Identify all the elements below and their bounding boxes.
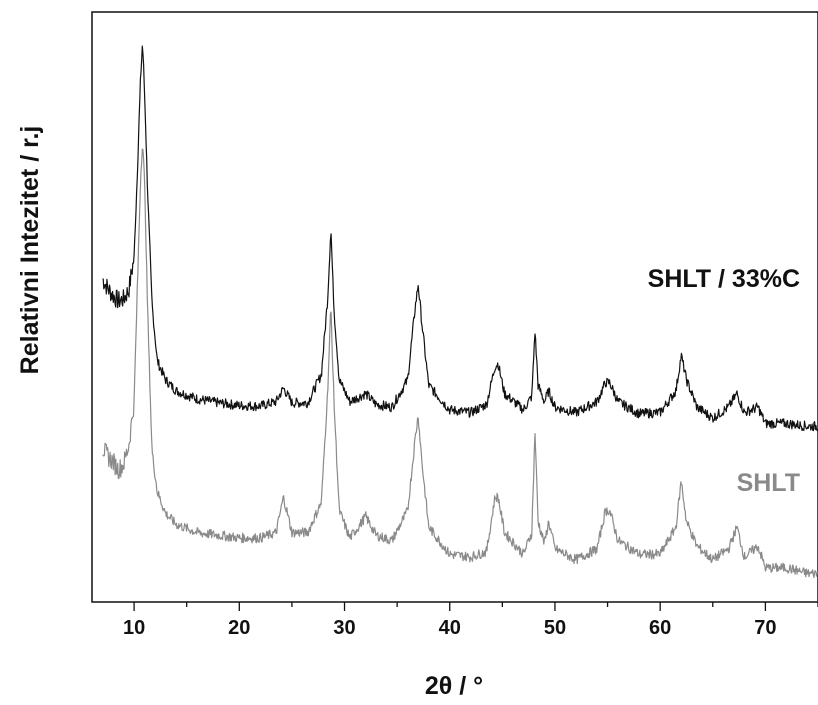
- x-tick-label: 10: [123, 617, 145, 639]
- x-axis-ticks: [133, 602, 818, 611]
- x-axis-title: 2θ / °: [425, 672, 483, 700]
- x-tick-label: 20: [228, 617, 250, 639]
- x-tick-label: 30: [333, 617, 355, 639]
- series-line-0: [102, 45, 818, 432]
- series-label-0: SHLT / 33%C: [648, 265, 800, 293]
- y-axis-title: Relativni Intezitet / r.j: [16, 126, 44, 375]
- series-labels: SHLT / 33%C SHLT: [648, 265, 800, 497]
- x-tick-label: 60: [649, 617, 671, 639]
- series-line-1: [102, 148, 818, 579]
- x-tick-label: 40: [439, 617, 461, 639]
- x-axis-tick-labels: 10 20 30 40 50 60 70: [123, 617, 777, 639]
- plot-frame: [91, 11, 818, 603]
- series-label-1: SHLT: [737, 469, 800, 497]
- x-tick-label: 70: [754, 617, 776, 639]
- series-layer: [102, 45, 818, 579]
- x-tick-label: 50: [544, 617, 566, 639]
